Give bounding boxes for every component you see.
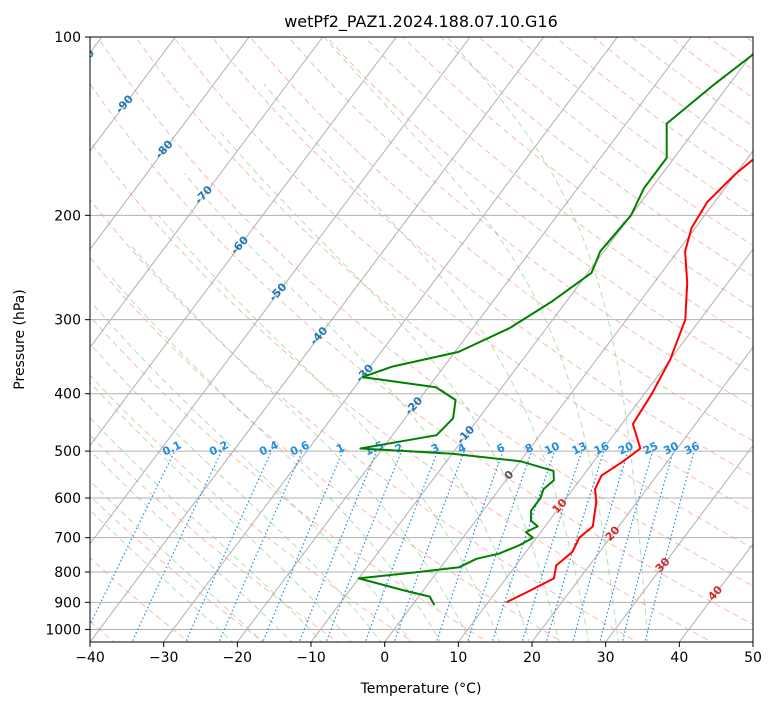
isotherm [90,37,545,642]
mixing-ratio-line [572,450,629,642]
chart-title: wetPf2_PAZ1.2024.188.07.10.G16 [284,12,558,32]
dry-adiabat [96,37,753,587]
x-tick-label: 30 [597,650,615,666]
moist-adiabat [263,83,590,642]
moist-adiabat [90,509,234,642]
x-tick-label: −20 [223,650,253,666]
dewpoint-line [357,53,753,606]
mixing-ratio-line [393,450,465,642]
isotherm [310,51,753,642]
plot-area: -100-90-80-70-60-50-40-30-20-10010203040… [90,37,753,642]
x-tick-label: −30 [149,650,179,666]
dry-adiabat [173,37,753,513]
isotherm [457,248,753,642]
x-tick-label: −40 [75,650,105,666]
mixing-ratio-lines [90,450,695,642]
y-tick-label: 600 [54,491,81,507]
dry-adiabat [325,37,753,374]
x-tick-label: 20 [523,650,541,666]
dry-adiabat [90,83,753,625]
moist-adiabat [90,417,323,642]
moist-adiabat [111,277,441,642]
profile-series [357,53,753,606]
y-tick-label: 500 [54,444,81,460]
mixing-ratio-line [466,450,533,642]
moist-adiabat [90,343,382,642]
isotherm [90,37,250,250]
isotherm [605,444,753,642]
mixing-ratio-line [298,450,378,642]
y-axis: 100 200 300 400 500 600 700 800 900 1000 [45,30,90,638]
mixing-ratio-line [521,450,583,642]
x-tick-label: −10 [296,650,326,666]
mixing-ratio-line [131,450,223,642]
y-tick-label: 400 [54,387,81,403]
x-tick-label: 0 [380,650,389,666]
mixing-ratio-line [364,450,439,642]
isotherm [90,37,324,349]
y-tick-label: 300 [54,313,81,329]
mixing-ratio-line [262,450,344,642]
dry-adiabat [287,37,753,408]
mixing-ratio-line [545,450,605,642]
y-tick-label: 100 [54,30,81,46]
dry-adiabat [135,37,753,550]
x-axis: −40 −30 −20 −10 0 10 20 30 40 50 [75,642,762,666]
mixing-ratio-line [621,450,674,642]
isotherm [752,641,753,642]
y-axis-label: Pressure (hPa) [12,289,28,389]
y-tick-label: 700 [54,531,81,547]
mixing-ratio-line [644,450,695,642]
plot-frame [89,36,754,643]
moist-adiabat [90,480,264,642]
temperature-line [506,158,753,604]
mixing-ratio-label: 25 [641,439,660,457]
isotherm [90,37,176,152]
moist-adiabat [90,449,293,642]
mixing-ratio-label: 16 [592,439,612,457]
x-tick-label: 10 [449,650,467,666]
isotherm [90,37,471,545]
isotherms [90,37,753,642]
dry-adiabat [364,37,753,341]
mixing-ratio-label: 13 [570,439,589,457]
moist-adiabat [130,245,471,642]
isotherm [90,37,397,447]
isotherm [384,150,753,642]
isotherm [236,37,692,642]
plot-background [90,37,753,642]
x-tick-label: 40 [670,650,688,666]
y-tick-label: 1000 [45,622,81,638]
y-tick-label: 200 [54,208,81,224]
mixing-ratio-line [325,450,403,642]
moist-adiabat [90,381,352,642]
mixing-ratio-label: 36 [682,439,702,457]
y-tick-label: 900 [54,595,81,611]
mixing-ratio-label: 20 [616,439,636,457]
isotherm [163,37,618,642]
x-axis-label: Temperature (°C) [360,681,482,697]
y-tick-label: 800 [54,565,81,581]
mixing-ratio-line [435,450,504,642]
moist-adiabat [183,173,530,642]
x-tick-label: 50 [744,650,762,666]
mixing-ratio-line [599,450,654,642]
isotherm [531,346,753,642]
moist-adiabat [90,301,412,642]
mixing-ratio-line [491,450,555,642]
mixing-ratio-label: 30 [661,439,681,457]
mixing-ratio-label: 10 [542,439,562,457]
